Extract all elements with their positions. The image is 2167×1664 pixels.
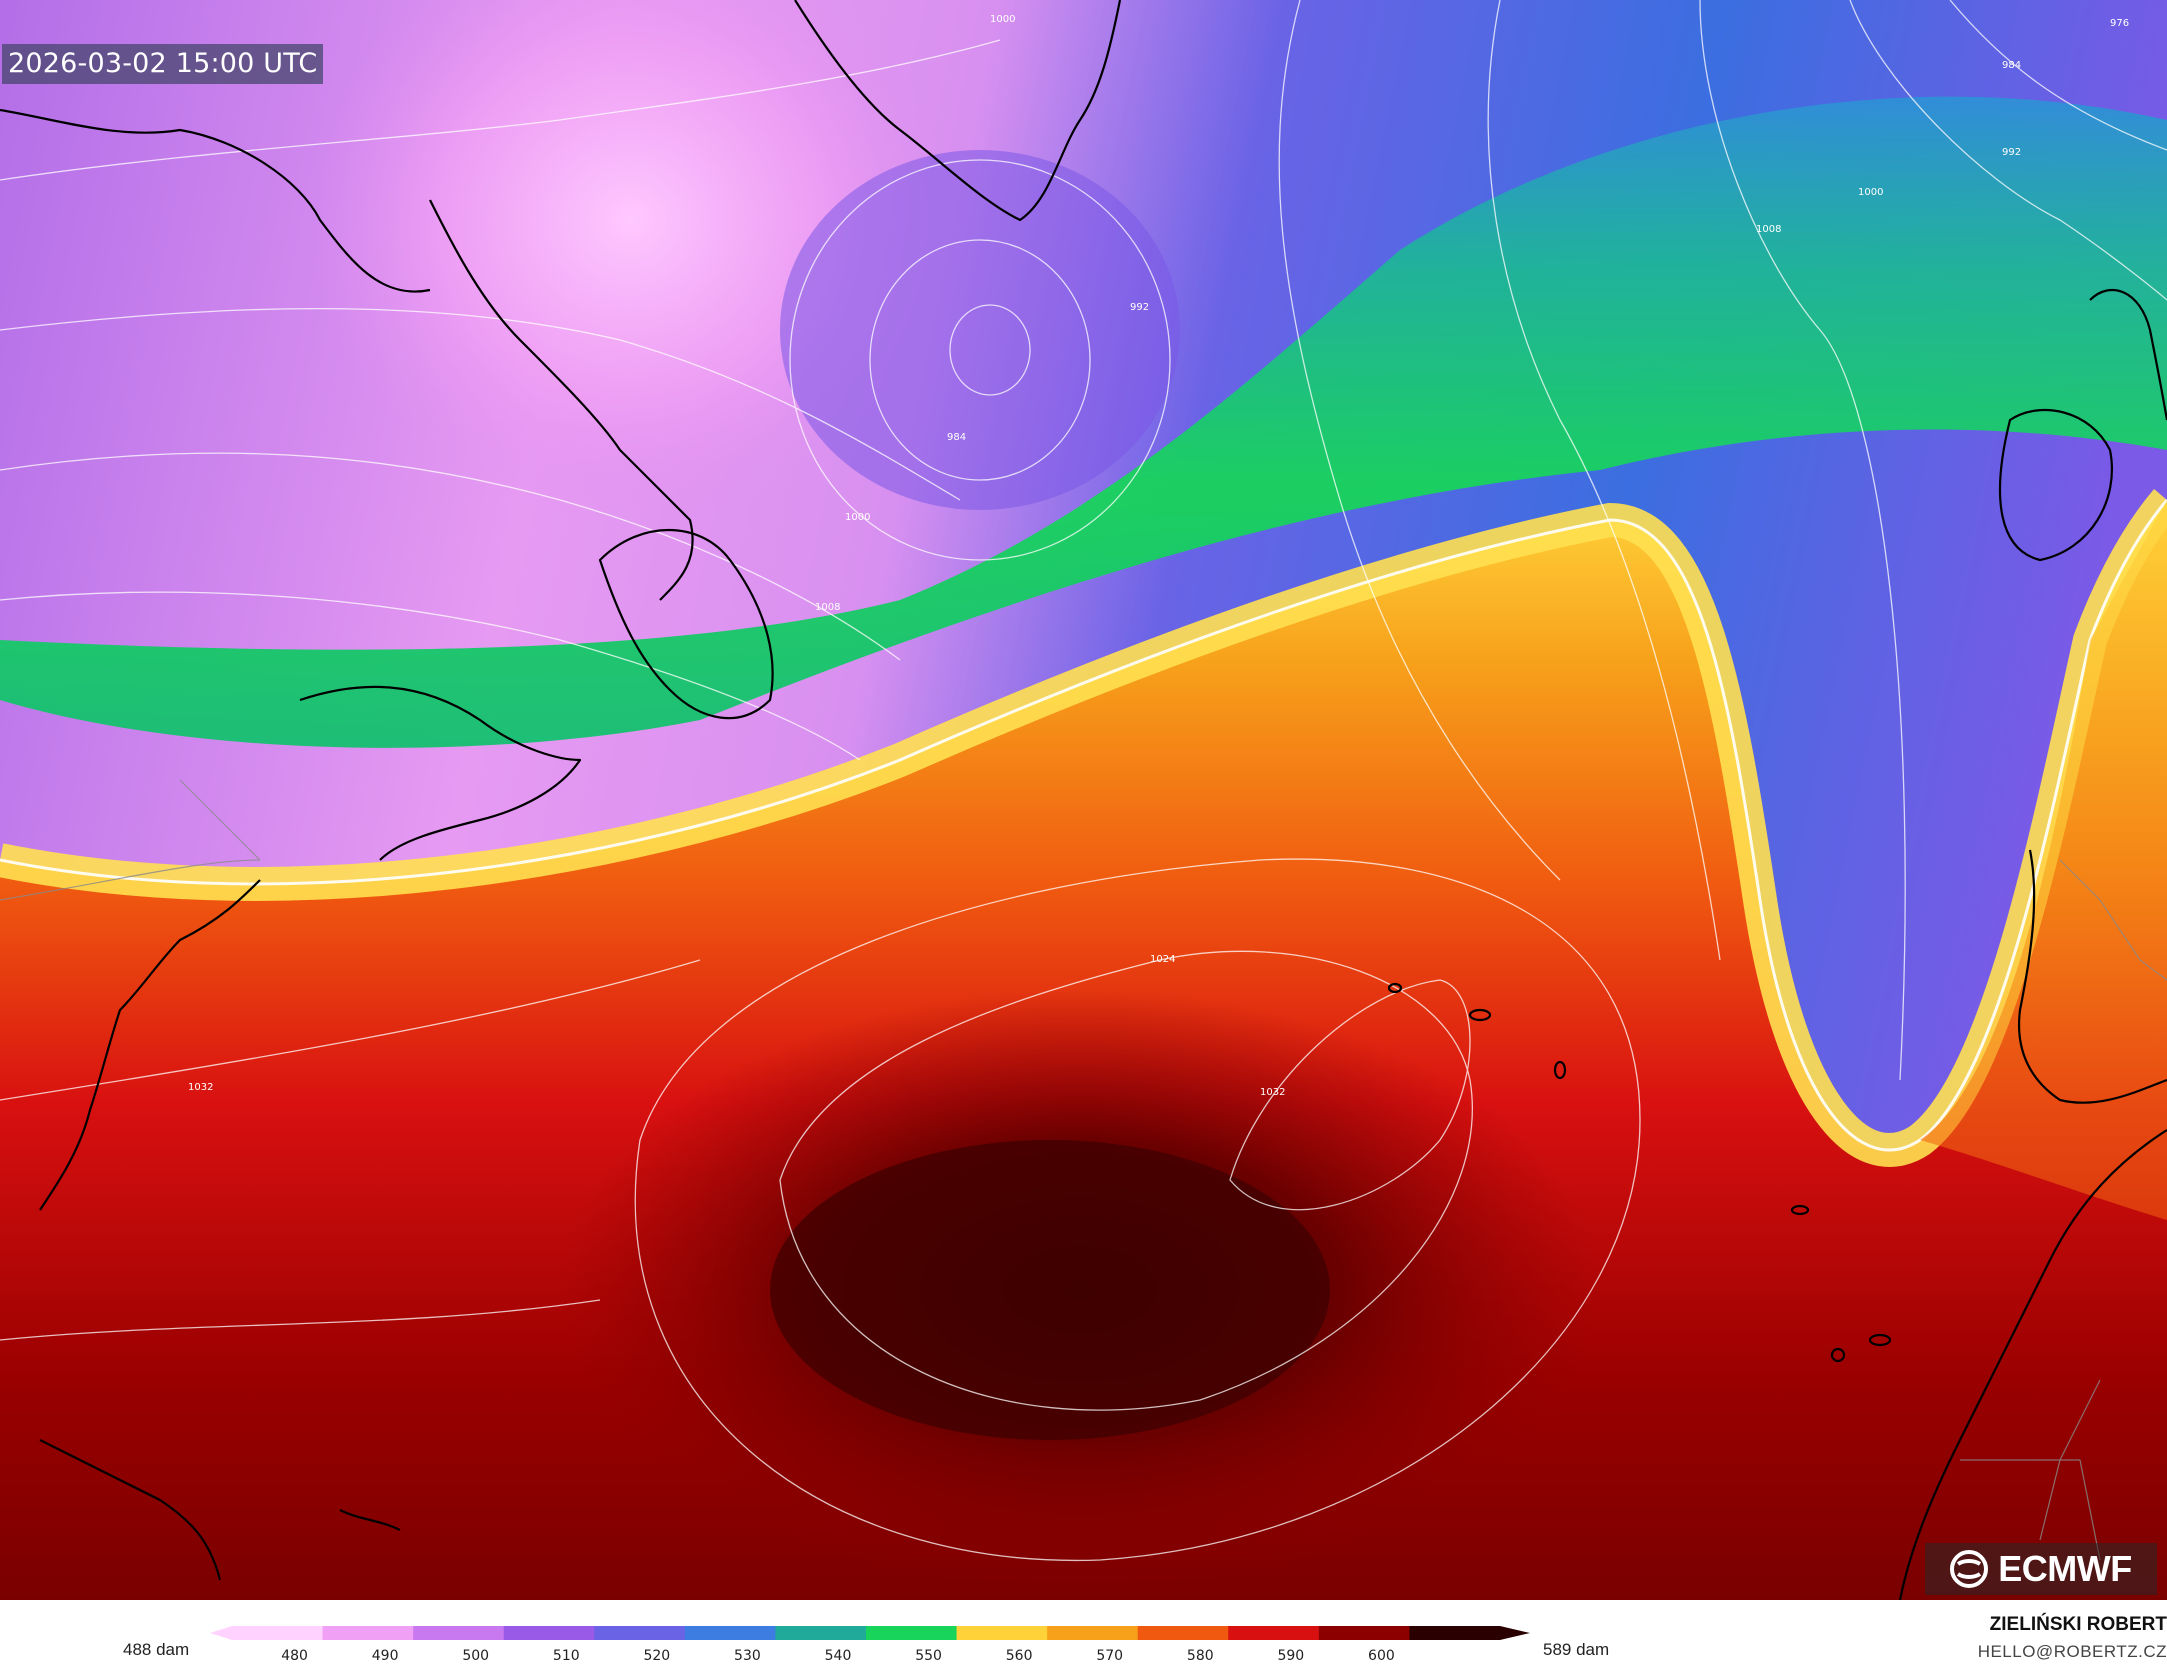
colorbar-segment [232,1626,324,1640]
isobar-label: 976 [2110,18,2129,29]
colorbar-max-arrow [1500,1626,1530,1640]
isobar-label: 1000 [1858,187,1883,198]
ecmwf-logo-icon [1950,1550,1989,1588]
colorbar-tick-label: 540 [825,1648,852,1664]
ecmwf-logo-text: ECMWF [1998,1548,2132,1589]
colorbar-segment [1409,1626,1501,1640]
colorbar-tick-label: 500 [462,1648,489,1664]
colorbar-segment [775,1626,867,1640]
colorbar-tick-label: 570 [1096,1648,1123,1664]
colorbar-segment [594,1626,686,1640]
colorbar-segment [322,1626,414,1640]
colorbar-tick-label: 480 [281,1648,308,1664]
colorbar-tick-label: 550 [915,1648,942,1664]
isobar-label: 1000 [845,512,870,523]
colorbar-segment [1047,1626,1139,1640]
colorbar-segment [866,1626,958,1640]
legend-max-label: 589 dam [1543,1640,1610,1659]
isobar-label: 992 [2002,147,2021,158]
colorbar-tick-label: 530 [734,1648,761,1664]
colorbar-tick-label: 510 [553,1648,580,1664]
colorbar-segment [1228,1626,1320,1640]
author-credit: ZIELIŃSKI ROBERT [1989,1614,2167,1635]
isobar-label: 984 [2002,60,2021,71]
colorbar: 480 490 500 510 520 530 540 550 560 570 580 590 600 [210,1626,1530,1664]
colorbar-tick-label: 490 [372,1648,399,1664]
colorbar-min-arrow [210,1626,232,1640]
geopotential-field: 1000 976 984 992 1000 1008 992 984 1000 … [0,0,2167,1600]
weather-map: 1000 976 984 992 1000 1008 992 984 1000 … [0,0,2167,1600]
isobar-label: 1032 [1260,1087,1285,1098]
colorbar-segment [956,1626,1048,1640]
colorbar-segment [1137,1626,1229,1640]
legend-min-label: 488 dam [123,1640,190,1659]
colorbar-tick-label: 560 [1006,1648,1033,1664]
isobar-label: 1008 [815,602,840,613]
colorbar-segment [413,1626,505,1640]
colorbar-segment [503,1626,595,1640]
author-email: HELLO@ROBERTZ.CZ [1977,1642,2167,1661]
colorbar-segment [684,1626,776,1640]
isobar-label: 1000 [990,14,1015,25]
isobar-label: 1008 [1756,224,1781,235]
isobar-label: 1024 [1150,954,1175,965]
isobar-label: 984 [947,432,966,443]
isobar-label: 1032 [188,1082,213,1093]
colorbar-tick-label: 520 [643,1648,670,1664]
colorbar-tick-label: 580 [1187,1648,1214,1664]
isobar-label: 992 [1130,302,1149,313]
colorbar-tick-label: 590 [1277,1648,1304,1664]
forecast-timestamp: 2026-03-02 15:00 UTC [2,44,324,84]
colorbar-segment [1318,1626,1410,1640]
ecmwf-logo: ECMWF [1925,1543,2157,1595]
colorbar-tick-label: 600 [1368,1648,1395,1664]
